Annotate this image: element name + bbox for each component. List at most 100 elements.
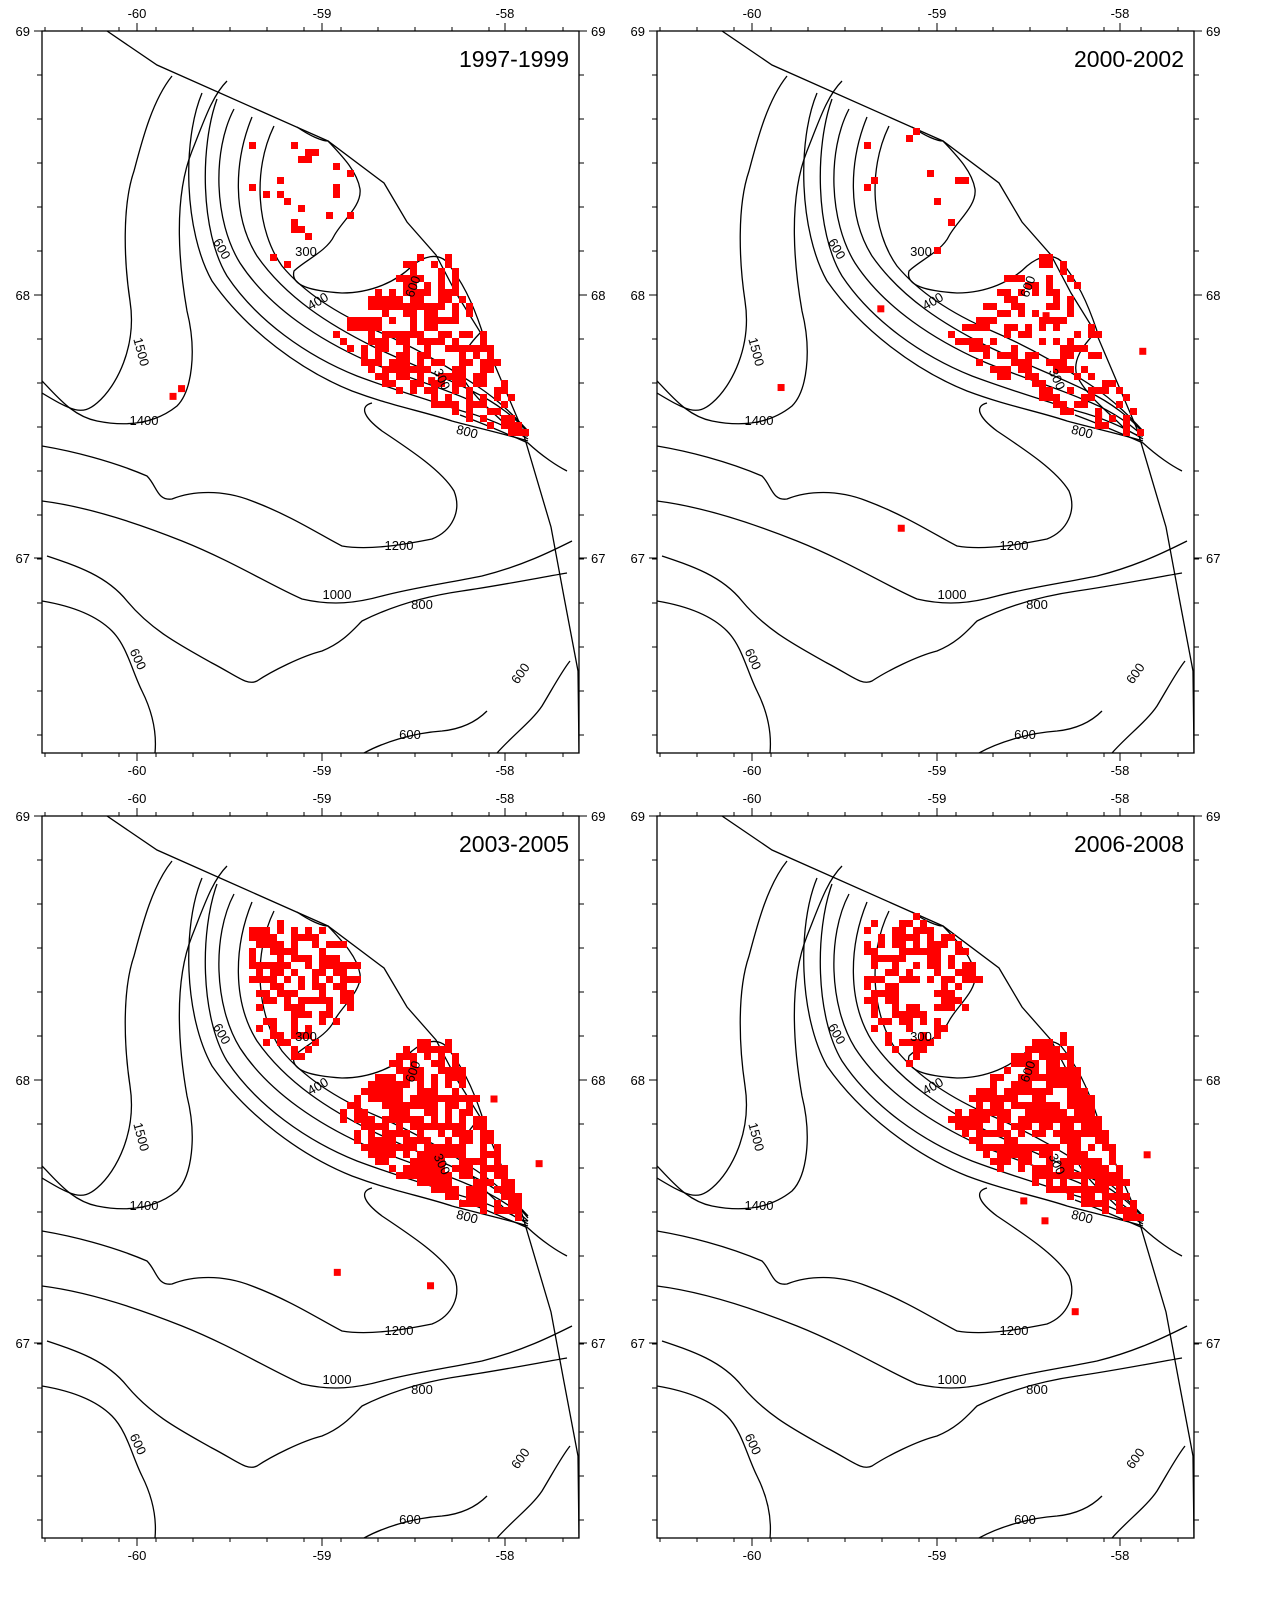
fishing-position-marker bbox=[1046, 359, 1053, 366]
fishing-position-marker bbox=[249, 142, 256, 149]
x-tick-label-top: -58 bbox=[496, 6, 515, 21]
fishing-position-marker bbox=[410, 324, 417, 331]
fishing-position-marker bbox=[410, 1053, 417, 1060]
fishing-position-marker bbox=[1039, 1144, 1046, 1151]
fishing-position-marker bbox=[452, 1053, 459, 1060]
fishing-position-marker bbox=[445, 254, 452, 261]
fishing-position-marker bbox=[1081, 1102, 1088, 1109]
fishing-position-marker bbox=[913, 913, 920, 920]
fishing-position-marker bbox=[403, 1053, 410, 1060]
fishing-position-marker bbox=[1039, 1151, 1046, 1158]
fishing-position-marker bbox=[1088, 1116, 1095, 1123]
fishing-position-marker bbox=[403, 1144, 410, 1151]
fishing-position-marker bbox=[1088, 331, 1095, 338]
fishing-position-marker bbox=[333, 962, 340, 969]
fishing-position-marker bbox=[962, 324, 969, 331]
fishing-position-marker bbox=[298, 1004, 305, 1011]
fishing-position-marker bbox=[410, 261, 417, 268]
fishing-position-marker bbox=[375, 1081, 382, 1088]
fishing-position-marker bbox=[877, 305, 885, 313]
fishing-position-marker bbox=[1067, 1053, 1074, 1060]
fishing-position-marker bbox=[934, 247, 941, 254]
fishing-position-marker bbox=[927, 927, 934, 934]
fishing-position-marker bbox=[1053, 338, 1060, 345]
fishing-position-marker bbox=[459, 1116, 466, 1123]
fishing-position-marker bbox=[270, 962, 277, 969]
fishing-position-marker bbox=[487, 359, 494, 366]
fishing-position-marker bbox=[906, 969, 913, 976]
fishing-position-marker bbox=[452, 310, 459, 317]
fishing-position-marker bbox=[1053, 1067, 1060, 1074]
fishing-position-marker bbox=[368, 1095, 375, 1102]
x-tick-label-bottom: -59 bbox=[313, 1548, 332, 1563]
fishing-position-marker bbox=[1018, 1116, 1025, 1123]
fishing-position-marker bbox=[389, 1137, 396, 1144]
fishing-position-marker bbox=[340, 1116, 347, 1123]
y-tick-label-left: 69 bbox=[16, 24, 30, 39]
fishing-position-marker bbox=[1039, 1046, 1046, 1053]
fishing-position-marker bbox=[333, 184, 340, 191]
fishing-position-marker bbox=[368, 324, 375, 331]
fishing-position-marker bbox=[438, 331, 445, 338]
fishing-position-marker bbox=[452, 345, 459, 352]
fishing-position-marker bbox=[410, 1165, 417, 1172]
fishing-position-marker bbox=[983, 1151, 990, 1158]
fishing-position-marker bbox=[1046, 1186, 1053, 1193]
y-tick-label-right: 67 bbox=[591, 551, 605, 566]
fishing-position-marker bbox=[263, 927, 270, 934]
fishing-position-marker bbox=[347, 324, 354, 331]
fishing-position-marker bbox=[445, 1116, 452, 1123]
fishing-position-marker bbox=[892, 934, 899, 941]
fishing-position-marker bbox=[256, 941, 263, 948]
fishing-position-marker bbox=[438, 1053, 445, 1060]
fishing-position-marker bbox=[424, 1039, 431, 1046]
fishing-position-marker bbox=[1011, 345, 1018, 352]
fishing-position-marker bbox=[983, 345, 990, 352]
fishing-position-marker bbox=[1102, 422, 1109, 429]
fishing-position-marker bbox=[375, 296, 382, 303]
fishing-position-marker bbox=[962, 962, 969, 969]
fishing-position-marker bbox=[997, 1123, 1004, 1130]
fishing-position-marker bbox=[899, 920, 906, 927]
fishing-position-marker bbox=[375, 1158, 382, 1165]
fishing-position-marker bbox=[389, 1116, 396, 1123]
fishing-position-marker bbox=[452, 338, 459, 345]
fishing-position-marker bbox=[906, 1011, 913, 1018]
fishing-position-marker bbox=[480, 1172, 487, 1179]
fishing-position-marker bbox=[913, 1053, 920, 1060]
fishing-position-marker bbox=[487, 1137, 494, 1144]
fishing-position-marker bbox=[1053, 324, 1060, 331]
fishing-position-marker bbox=[326, 212, 333, 219]
fishing-position-marker bbox=[494, 408, 501, 415]
fishing-position-marker bbox=[431, 1081, 438, 1088]
y-tick-label-left: 67 bbox=[631, 1336, 645, 1351]
fishing-position-marker bbox=[1025, 1109, 1032, 1116]
fishing-position-marker bbox=[438, 1046, 445, 1053]
fishing-position-marker bbox=[1088, 1193, 1095, 1200]
fishing-position-marker bbox=[403, 1172, 410, 1179]
fishing-position-marker bbox=[1046, 1053, 1053, 1060]
fishing-position-marker bbox=[871, 1025, 878, 1032]
fishing-position-marker bbox=[375, 324, 382, 331]
fishing-position-marker bbox=[431, 1046, 438, 1053]
fishing-position-marker bbox=[396, 338, 403, 345]
fishing-position-marker bbox=[1046, 1060, 1053, 1067]
fishing-position-marker bbox=[452, 387, 459, 394]
fishing-position-marker bbox=[396, 1109, 403, 1116]
fishing-position-marker bbox=[396, 1172, 403, 1179]
fishing-position-marker bbox=[452, 1074, 459, 1081]
fishing-position-marker bbox=[438, 1095, 445, 1102]
fishing-position-marker bbox=[431, 303, 438, 310]
fishing-position-marker bbox=[403, 303, 410, 310]
fishing-position-marker bbox=[431, 1102, 438, 1109]
fishing-position-marker bbox=[410, 268, 417, 275]
fishing-position-marker bbox=[969, 1109, 976, 1116]
fishing-position-marker bbox=[1060, 1116, 1067, 1123]
fishing-position-marker bbox=[473, 1186, 480, 1193]
fishing-position-marker bbox=[494, 1165, 501, 1172]
fishing-position-marker bbox=[934, 1004, 941, 1011]
fishing-position-marker bbox=[990, 1130, 997, 1137]
fishing-position-marker bbox=[438, 303, 445, 310]
fishing-position-marker bbox=[878, 976, 885, 983]
fishing-position-marker bbox=[983, 1095, 990, 1102]
